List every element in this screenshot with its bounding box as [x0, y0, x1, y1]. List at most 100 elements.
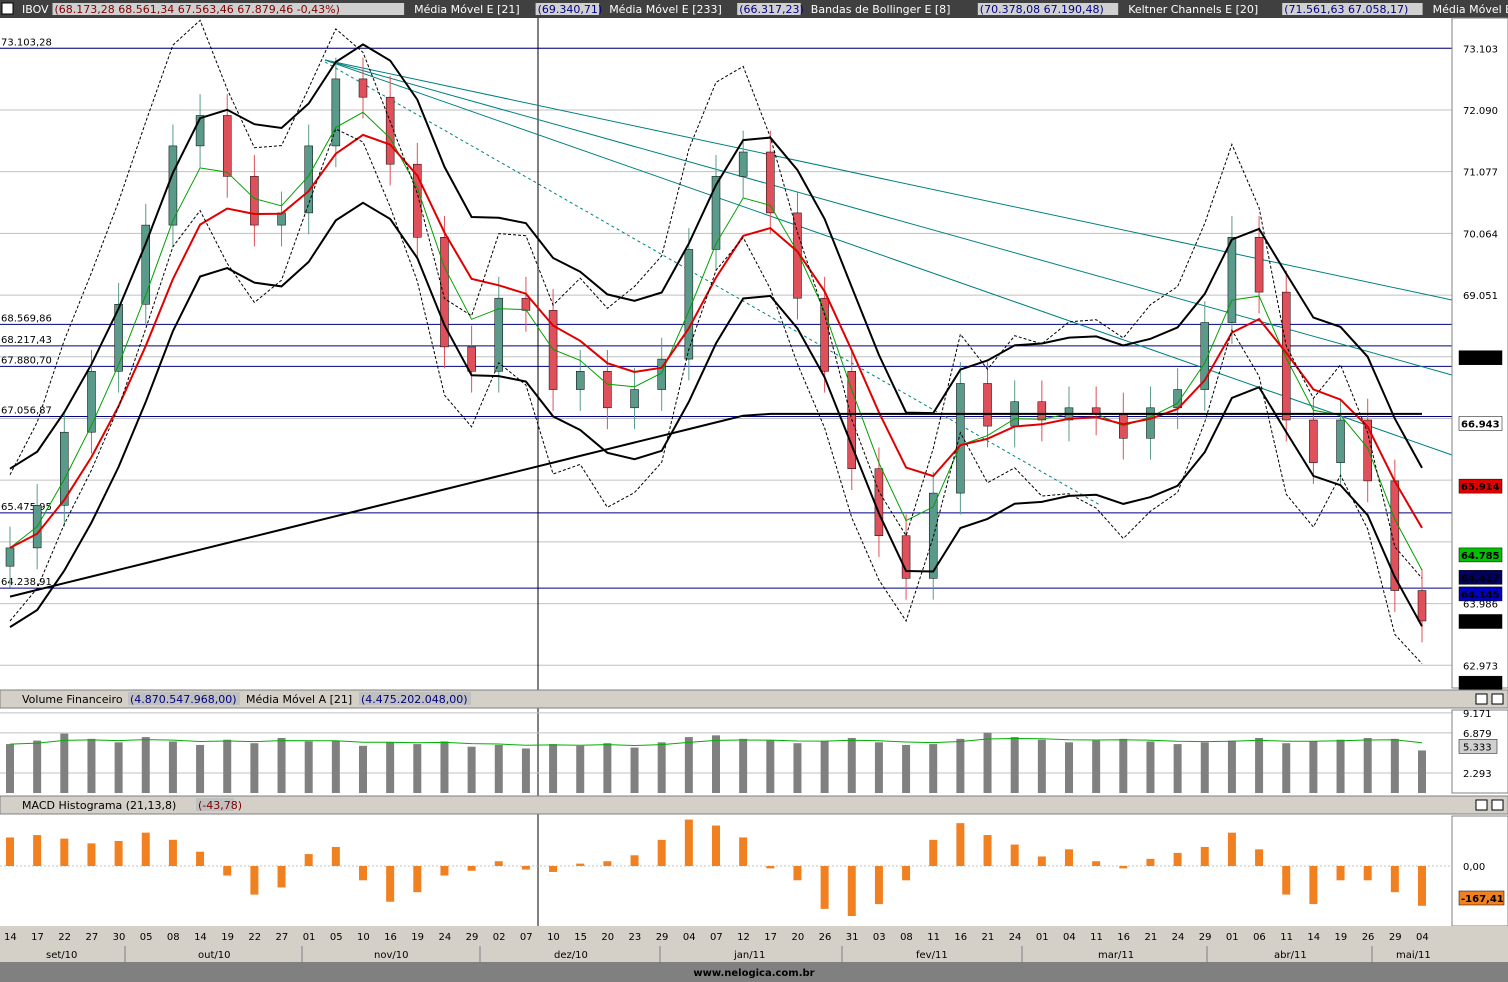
x-tick: 29: [466, 932, 479, 943]
x-tick: 31: [846, 932, 859, 943]
candle-body: [521, 297, 531, 311]
candle-body: [1037, 401, 1047, 421]
x-tick: 01: [1226, 932, 1239, 943]
macd-bar: [277, 866, 286, 888]
candle-body: [1336, 419, 1345, 463]
volume-tick: 5.333: [1463, 742, 1492, 753]
candle-body: [983, 383, 992, 427]
x-tick: 16: [954, 932, 967, 943]
macd-bar: [657, 839, 666, 866]
keltner-lower: [9, 201, 1423, 628]
volume-bar: [277, 737, 286, 793]
candle-body: [1309, 419, 1318, 463]
macd-bar: [467, 866, 476, 871]
candle-body: [5, 547, 15, 567]
close-icon[interactable]: [1491, 799, 1504, 811]
volume-bar: [1065, 742, 1073, 793]
x-tick: 16: [1117, 932, 1130, 943]
maximize-icon[interactable]: [1475, 693, 1488, 705]
x-tick: 23: [629, 932, 642, 943]
legend-value: (71.561,63 67.058,17): [1284, 3, 1408, 16]
macd-bar: [168, 839, 177, 866]
y-tick: 71.077: [1463, 168, 1498, 179]
candle-body: [1363, 419, 1372, 482]
volume-bar: [983, 732, 992, 793]
x-tick: 21: [982, 932, 995, 943]
candle-body: [222, 115, 232, 177]
x-tick: 24: [1009, 932, 1022, 943]
price-badge: [1458, 416, 1503, 431]
x-tick: 14: [4, 932, 17, 943]
candle-body: [684, 249, 694, 360]
macd-bar: [1418, 866, 1426, 906]
macd-bar: [874, 866, 883, 905]
legend-value: (70.378,08 67.190,48): [980, 3, 1104, 16]
x-tick: 27: [276, 932, 289, 943]
volume-ma-title: Média Móvel A [21]: [246, 693, 352, 706]
price-badge-text: 64.785: [1461, 551, 1500, 562]
volume-bar: [196, 744, 205, 793]
volume-bar: [874, 742, 883, 793]
x-tick: 19: [411, 932, 424, 943]
candle-body: [494, 297, 504, 372]
x-tick: 04: [1063, 932, 1076, 943]
macd-bar: [1200, 846, 1209, 866]
volume-tick: 9.171: [1463, 709, 1492, 720]
price-badge: [1458, 350, 1503, 365]
candle-body: [1417, 590, 1427, 622]
macd-bar: [549, 866, 558, 872]
candle-body: [738, 151, 748, 177]
volume-bar: [33, 740, 42, 793]
macd-bar: [250, 866, 259, 895]
volume-bar: [766, 740, 775, 793]
macd-bar: [956, 823, 965, 866]
macd-bar: [576, 863, 585, 866]
month-label: jan/11: [733, 950, 765, 961]
maximize-icon[interactable]: [1475, 799, 1488, 811]
macd-bar: [1119, 866, 1128, 869]
volume-bar: [793, 743, 802, 793]
candle-body: [60, 431, 69, 506]
macd-bar: [6, 837, 14, 866]
volume-bar: [1418, 750, 1426, 793]
macd-bar: [1092, 861, 1101, 866]
volume-value-bg: [128, 692, 240, 705]
macd-bar: [359, 866, 367, 881]
x-tick: 08: [167, 932, 180, 943]
volume-bar: [1200, 742, 1209, 793]
trend-line: [324, 59, 1453, 376]
x-tick: 26: [819, 932, 832, 943]
volume-bar: [576, 745, 585, 793]
x-tick: 14: [1307, 932, 1320, 943]
hline-label: 67.056,87: [1, 406, 52, 417]
x-tick: 16: [384, 932, 397, 943]
volume-bar: [413, 744, 422, 793]
price-badge-text: 63.692: [1461, 617, 1500, 628]
legend-value-bg: [52, 3, 405, 15]
x-tick: 08: [900, 932, 913, 943]
volume-bar: [549, 744, 558, 793]
month-label: dez/10: [554, 950, 588, 961]
volume-bar: [1037, 739, 1046, 793]
x-axis-bar: [0, 926, 1508, 946]
volume-bar: [304, 741, 313, 793]
volume-bar: [141, 737, 150, 793]
volume-bar: [847, 737, 856, 793]
x-tick: 01: [1036, 932, 1049, 943]
volume-tick: 6.879: [1463, 729, 1492, 740]
y-tick: 69.051: [1463, 291, 1498, 302]
candle-body: [1200, 322, 1210, 390]
close-icon[interactable]: [1491, 693, 1504, 705]
candle-body: [304, 145, 313, 214]
legend-name: Keltner Channels E [20]: [1128, 3, 1258, 16]
candle-body: [657, 358, 666, 390]
x-tick: 29: [1389, 932, 1402, 943]
x-tick: 15: [574, 932, 587, 943]
candle-body: [250, 176, 259, 226]
macd-bar: [630, 855, 639, 866]
macd-bar: [847, 866, 856, 916]
macd-bar: [1010, 844, 1019, 866]
volume-value: (4.870.547.968,00): [130, 693, 237, 706]
macd-bar: [1255, 849, 1264, 866]
